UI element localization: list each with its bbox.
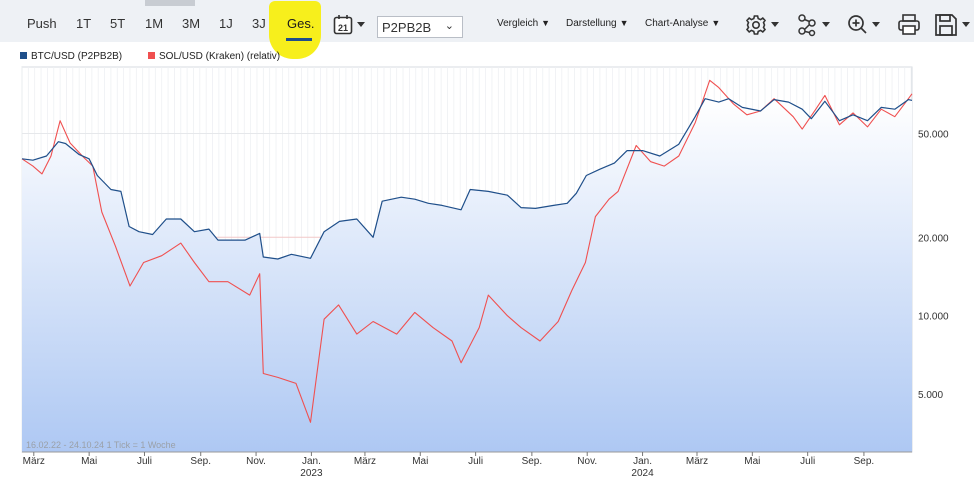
x-tick-label: Jan. xyxy=(302,456,321,467)
x-tick-label: Mai xyxy=(744,456,760,467)
chart-caption: 16.02.22 - 24.10.24 1 Tick = 1 Woche xyxy=(26,440,176,450)
compare-menu[interactable]: Vergleich ▼ xyxy=(497,18,550,29)
analysis-menu[interactable]: Chart-Analyse ▼ xyxy=(645,18,720,29)
series-area-0 xyxy=(22,98,912,452)
caret-down-icon: ▼ xyxy=(711,18,721,28)
tab-5t[interactable]: 5T xyxy=(110,16,126,31)
print-icon[interactable] xyxy=(897,13,921,42)
series-line-1 xyxy=(21,79,913,423)
plot-area xyxy=(21,66,913,453)
x-tick-label: Sep. xyxy=(522,456,543,467)
exchange-select[interactable]: P2PB2B ⌄ xyxy=(377,16,463,38)
chart-grid xyxy=(21,66,913,453)
y-tick-label: 5.000 xyxy=(918,390,943,401)
display-menu-label: Darstellung xyxy=(566,18,617,29)
caret-down-icon: ▼ xyxy=(541,18,551,28)
network-icon[interactable] xyxy=(796,13,832,42)
gear-icon[interactable] xyxy=(745,13,783,42)
caret-down-icon: ▼ xyxy=(619,18,629,28)
chart-axes: 5.000 10.000 20.000 50.000 März Mai Juli Sep. No… xyxy=(22,130,949,479)
x-tick-label: Juli xyxy=(800,456,815,467)
chart-lines xyxy=(21,79,913,423)
calendar-day: 21 xyxy=(338,23,348,33)
y-tick-label: 20.000 xyxy=(918,233,949,244)
y-tick-label: 50.000 xyxy=(918,130,949,141)
tab-1j[interactable]: 1J xyxy=(219,16,233,31)
tab-push[interactable]: Push xyxy=(27,16,57,31)
tab-1m[interactable]: 1M xyxy=(145,16,164,31)
legend-sol-swatch xyxy=(148,51,155,59)
tab-3j[interactable]: 3J xyxy=(252,16,266,31)
legend-btc-label: BTC/USD (P2PB2B) xyxy=(31,51,123,62)
x-tick-label: Jan. xyxy=(633,456,652,467)
x-tick-label: März xyxy=(686,456,708,467)
legend-btc[interactable]: BTC/USD (P2PB2B) xyxy=(20,51,122,62)
exchange-select-value: P2PB2B xyxy=(382,20,432,35)
legend-sol[interactable]: SOL/USD (Kraken) (relativ) xyxy=(148,51,280,62)
display-menu[interactable]: Darstellung ▼ xyxy=(566,18,629,29)
x-tick-label: März xyxy=(23,456,45,467)
active-tab-highlight xyxy=(269,1,321,59)
x-tick-year-label: 2024 xyxy=(631,468,654,479)
x-tick-label: Sep. xyxy=(854,456,875,467)
save-icon[interactable] xyxy=(934,12,974,43)
x-tick-label: Sep. xyxy=(190,456,211,467)
zoom-icon[interactable] xyxy=(846,13,884,42)
tab-1t[interactable]: 1T xyxy=(76,16,92,31)
chart-areas xyxy=(22,98,912,452)
analysis-menu-label: Chart-Analyse xyxy=(645,18,709,29)
x-tick-label: März xyxy=(354,456,376,467)
tab-3m[interactable]: 3M xyxy=(182,16,201,31)
x-tick-label: Juli xyxy=(137,456,152,467)
legend-sol-label: SOL/USD (Kraken) (relativ) xyxy=(159,51,281,62)
x-tick-label: Juli xyxy=(468,456,483,467)
series-line-0 xyxy=(21,98,913,260)
legend-btc-swatch xyxy=(20,51,27,59)
chevron-down-icon: ⌄ xyxy=(444,20,454,32)
tab-indicator-nub xyxy=(145,0,195,6)
x-tick-year-label: 2023 xyxy=(300,468,323,479)
x-tick-label: Mai xyxy=(412,456,428,467)
y-tick-label: 10.000 xyxy=(918,312,949,323)
tab-ges[interactable]: Ges. xyxy=(287,16,315,31)
x-tick-label: Nov. xyxy=(577,456,597,467)
x-tick-label: Mai xyxy=(81,456,97,467)
active-tab-underline xyxy=(286,38,312,41)
calendar-icon[interactable]: 21 xyxy=(333,14,367,41)
compare-menu-label: Vergleich xyxy=(497,18,539,29)
x-tick-label: Nov. xyxy=(246,456,266,467)
